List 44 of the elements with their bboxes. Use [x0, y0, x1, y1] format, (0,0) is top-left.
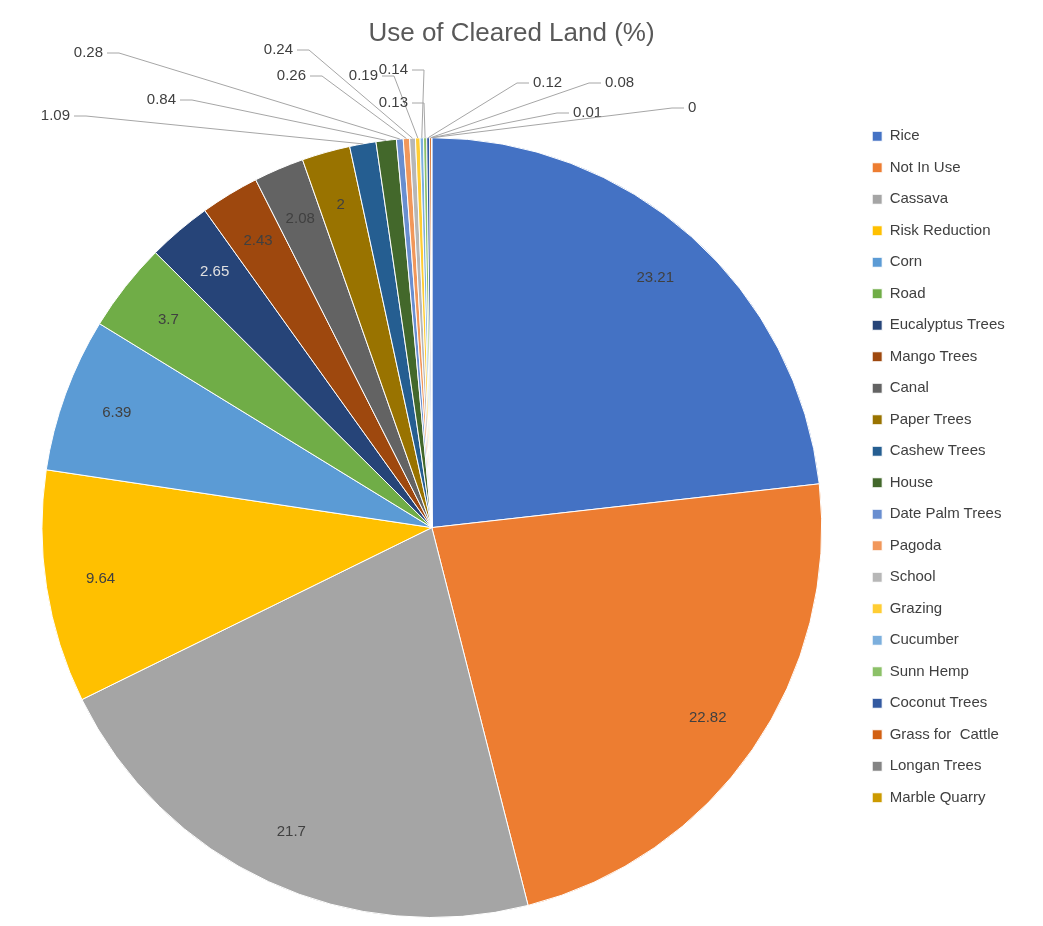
legend-label: Cashew Trees [889, 441, 986, 459]
legend-label: Canal [889, 378, 929, 396]
data-label: 23.21 [636, 267, 675, 285]
data-label: 22.82 [688, 708, 727, 726]
legend-label: Cucumber [889, 630, 959, 648]
legend-label: House [889, 472, 934, 490]
data-label: 0.12 [533, 73, 563, 91]
data-label: 0.19 [348, 66, 378, 84]
legend-label: Eucalyptus Trees [889, 315, 1005, 333]
legend-label: School [889, 567, 936, 585]
data-label: 2 [336, 195, 345, 213]
legend-label: Marble Quarry [889, 787, 987, 805]
legend-label: Risk Reduction [889, 220, 991, 238]
legend-label: Rice [889, 126, 920, 144]
data-label: 3.7 [157, 310, 179, 328]
legend-label: Not In Use [889, 157, 961, 175]
data-label: 0.14 [378, 60, 408, 78]
legend-label: Grazing [889, 598, 943, 616]
legend-label: Longan Trees [889, 756, 982, 774]
data-label: 0.01 [573, 103, 603, 121]
data-label: 2.43 [243, 231, 273, 249]
legend-label: Mango Trees [889, 346, 978, 364]
legend-label: Pagoda [889, 535, 943, 553]
legend-label: Cassava [889, 189, 949, 207]
data-label: 0.08 [605, 73, 635, 91]
data-label: 1.09 [40, 106, 70, 124]
text: 0 [688, 98, 697, 116]
data-label: 0.84 [146, 90, 176, 108]
data-label: 0.24 [263, 40, 293, 58]
legend-label: Coconut Trees [889, 693, 988, 711]
legend-label: Date Palm Trees [889, 504, 1002, 522]
data-label: 0.28 [73, 43, 103, 61]
legend-label: Paper Trees [889, 409, 972, 427]
legend-label: Grass for Cattle [889, 724, 999, 742]
data-label: 2.65 [200, 262, 230, 280]
data-label: 0.13 [378, 93, 408, 111]
legend-label: Corn [889, 252, 923, 270]
data-label: 9.64 [85, 569, 116, 587]
data-label: 6.39 [102, 402, 132, 420]
data-label: 21.7 [276, 822, 306, 840]
data-label: 0.26 [276, 66, 306, 84]
legend-label: Sunn Hemp [889, 661, 969, 679]
chart-title: Use of Cleared Land (%) [368, 16, 655, 47]
legend-label: Road [889, 283, 926, 301]
